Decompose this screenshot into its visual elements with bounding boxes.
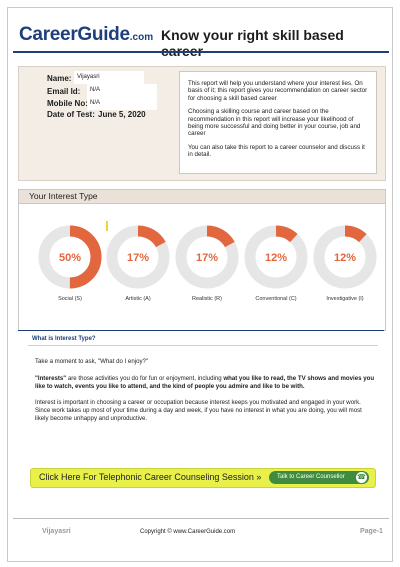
interests-term: "Interests" — [35, 375, 67, 382]
donut-label: Artistic (A) — [125, 296, 151, 302]
interest-donut-4: 12% — [244, 225, 308, 289]
donut-value-arc — [244, 225, 308, 289]
section-divider — [18, 330, 384, 331]
email-value: N/A — [87, 84, 157, 97]
intro-paragraph-2: Choosing a skilling course and career ba… — [188, 108, 361, 138]
what-paragraph-1: Take a moment to ask, "What do I enjoy?" — [35, 358, 375, 366]
footer-copyright: Copyright © www.CareerGuide.com — [140, 529, 236, 535]
header-divider — [13, 51, 389, 53]
counseling-link[interactable]: Click Here For Telephonic Career Counsel… — [39, 472, 262, 482]
logo-tld: .com — [129, 32, 154, 43]
what-p2-body: are those activities you do for fun or e… — [66, 375, 224, 382]
donut-percent: 50% — [59, 252, 81, 264]
talk-to-counsellor-button[interactable]: Talk to Career Counsellor ☎ — [269, 471, 369, 484]
donut-label: Social (S) — [58, 296, 82, 302]
donut-label: Investigative (I) — [326, 296, 364, 302]
date-label: Date of Test: — [47, 110, 95, 119]
intro-paragraph-3: You can also take this report to a caree… — [188, 143, 365, 159]
interest-header: Your Interest Type — [19, 190, 385, 204]
what-heading: What is Interest Type? — [32, 336, 96, 342]
interest-donut-3: 17% — [175, 225, 239, 289]
footer-name: Vijayasri — [42, 528, 71, 535]
donut-percent: 17% — [196, 252, 218, 264]
donut-percent: 17% — [127, 252, 149, 264]
donut-percent: 12% — [334, 252, 356, 264]
donut-label: Conventional (C) — [255, 296, 297, 302]
what-paragraph-3: Interest is important in choosing a care… — [35, 399, 362, 423]
donut-value-arc — [106, 225, 170, 289]
mobile-label: Mobile No: — [47, 99, 88, 108]
footer-divider — [13, 518, 389, 519]
header: CareerGuide.com Know your right skill ba… — [13, 10, 389, 59]
interest-donut-2: 17% — [106, 225, 170, 289]
donut-percent: 12% — [265, 252, 287, 264]
interest-donut-5: 12% — [313, 225, 377, 289]
what-paragraph-2: "Interests" are those activities you do … — [35, 375, 375, 391]
yellow-marker — [106, 221, 108, 231]
donut-value-arc — [313, 225, 377, 289]
email-label: Email Id: — [47, 87, 81, 96]
donut-value-arc — [38, 225, 102, 289]
talk-button-label: Talk to Career Counsellor — [277, 474, 345, 480]
phone-icon: ☎ — [356, 472, 367, 483]
donut-label: Realistic (R) — [192, 296, 222, 302]
report-intro: This report will help you understand whe… — [179, 71, 377, 174]
user-details: Name: Vijayasri Email Id: N/A Mobile No:… — [19, 67, 174, 180]
page-title: Know your right skill based career — [161, 27, 344, 59]
what-p1: Take a moment to ask, "What do I enjoy?" — [35, 358, 149, 365]
donut-value-arc — [175, 225, 239, 289]
logo: CareerGuide.com — [19, 24, 153, 46]
interest-title: Your Interest Type — [29, 191, 98, 201]
name-label: Name: — [47, 74, 72, 83]
mobile-value: N/A — [87, 97, 157, 110]
name-value: Vijayasri — [74, 71, 144, 84]
counseling-banner[interactable]: Click Here For Telephonic Career Counsel… — [30, 468, 376, 488]
what-p2-emphasis: what you like to read, the TV shows and … — [35, 375, 375, 391]
intro-paragraph-1: This report will help you understand whe… — [188, 80, 368, 102]
info-box: Name: Vijayasri Email Id: N/A Mobile No:… — [18, 66, 386, 181]
interest-donut-1: 50% — [38, 225, 102, 289]
what-rule — [28, 345, 378, 346]
footer-page-number: Page-1 — [360, 528, 383, 535]
logo-brand: CareerGuide — [19, 24, 130, 45]
date-value: June 5, 2020 — [98, 110, 146, 119]
